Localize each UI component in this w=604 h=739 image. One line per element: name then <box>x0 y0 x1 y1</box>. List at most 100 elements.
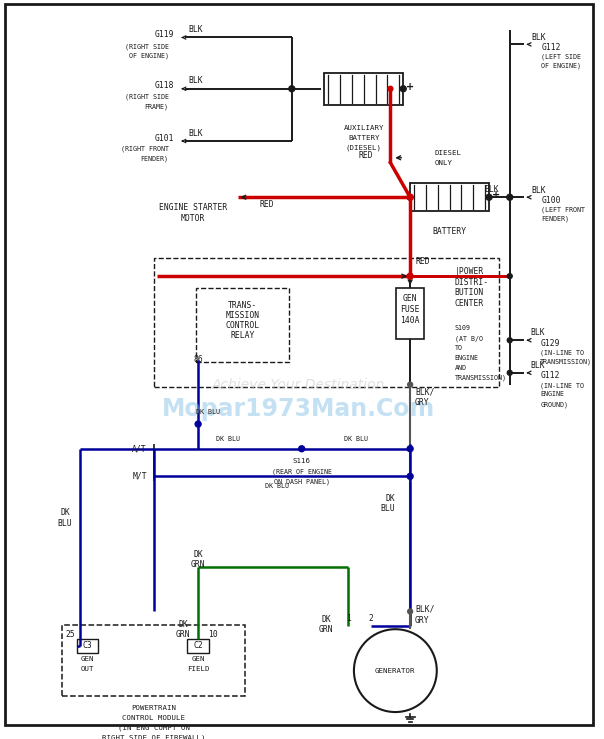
Bar <box>396 288 424 339</box>
Text: AND: AND <box>455 365 466 371</box>
Circle shape <box>289 86 295 92</box>
Circle shape <box>407 194 413 200</box>
Text: S109: S109 <box>455 325 471 331</box>
Text: TRANSMISSION): TRANSMISSION) <box>455 375 507 381</box>
Text: GRN: GRN <box>319 624 333 634</box>
Text: MOTOR: MOTOR <box>181 214 205 223</box>
Text: BLK/: BLK/ <box>415 387 434 396</box>
Text: (LEFT FRONT: (LEFT FRONT <box>541 207 585 214</box>
Text: OF ENGINE): OF ENGINE) <box>129 53 169 59</box>
Text: CONTROL: CONTROL <box>225 321 260 330</box>
Text: GRN: GRN <box>191 559 205 568</box>
Circle shape <box>507 370 512 375</box>
Text: GENERATOR: GENERATOR <box>375 667 416 674</box>
Circle shape <box>407 194 413 200</box>
Text: FUSE: FUSE <box>400 305 420 314</box>
Text: 86: 86 <box>193 355 203 364</box>
Circle shape <box>507 194 513 200</box>
Circle shape <box>388 86 393 91</box>
Text: GRY: GRY <box>415 616 429 625</box>
Text: (DIESEL): (DIESEL) <box>346 145 382 151</box>
Text: (AT B/O: (AT B/O <box>455 335 483 341</box>
Text: RIGHT SIDE OF FIREWALL): RIGHT SIDE OF FIREWALL) <box>102 735 205 739</box>
Text: CONTROL MODULE: CONTROL MODULE <box>122 715 185 721</box>
Text: BLK: BLK <box>530 361 545 370</box>
Text: DK BLU: DK BLU <box>216 436 240 442</box>
Circle shape <box>507 273 512 279</box>
Text: RED: RED <box>415 257 429 266</box>
Text: (IN ENG COMPT ON: (IN ENG COMPT ON <box>118 724 190 731</box>
Text: DK: DK <box>60 508 70 517</box>
Text: TO: TO <box>455 345 463 351</box>
Text: BLU: BLU <box>381 505 396 514</box>
Text: ONLY: ONLY <box>435 160 453 166</box>
Text: GROUND): GROUND) <box>541 401 568 408</box>
Bar <box>154 259 499 386</box>
Text: FIELD: FIELD <box>187 666 210 672</box>
Text: ENGINE STARTER: ENGINE STARTER <box>159 202 227 211</box>
Text: GEN: GEN <box>403 294 417 303</box>
Text: DK: DK <box>385 494 396 503</box>
Text: DK: DK <box>321 615 331 624</box>
Text: GEN: GEN <box>81 655 94 662</box>
Bar <box>187 639 209 653</box>
Text: C2: C2 <box>193 641 203 650</box>
Text: DIESEL: DIESEL <box>435 150 462 156</box>
Text: DK BLU: DK BLU <box>196 409 220 415</box>
Circle shape <box>299 446 304 452</box>
Text: FRAME): FRAME) <box>144 103 169 110</box>
Circle shape <box>407 474 413 480</box>
Text: OUT: OUT <box>81 666 94 672</box>
Text: (IN-LINE TO: (IN-LINE TO <box>541 382 584 389</box>
Text: +: + <box>492 190 500 200</box>
Text: A/T: A/T <box>132 444 147 453</box>
Text: DK BLU: DK BLU <box>265 483 289 489</box>
Text: FENDER): FENDER) <box>541 216 570 222</box>
Text: BLU: BLU <box>57 520 72 528</box>
Text: DK BLU: DK BLU <box>344 436 368 442</box>
Text: BLK: BLK <box>484 185 499 194</box>
Text: TRANSMISSION): TRANSMISSION) <box>541 358 593 365</box>
Text: G100: G100 <box>541 196 561 205</box>
Text: S116: S116 <box>293 457 310 463</box>
Text: +: + <box>406 82 414 92</box>
Text: G112: G112 <box>541 43 561 52</box>
Text: BLK: BLK <box>189 25 204 34</box>
Text: BLK: BLK <box>532 33 546 42</box>
Circle shape <box>195 421 201 427</box>
Text: CENTER: CENTER <box>455 299 484 308</box>
Circle shape <box>507 195 512 200</box>
Text: TRANS-: TRANS- <box>228 302 257 310</box>
Text: (IN-LINE TO: (IN-LINE TO <box>541 350 584 356</box>
Text: G101: G101 <box>155 134 175 143</box>
Text: (REAR OF ENGINE: (REAR OF ENGINE <box>272 469 332 474</box>
Text: G112: G112 <box>541 371 560 381</box>
Text: BLK: BLK <box>189 129 204 137</box>
Text: RED: RED <box>358 151 373 160</box>
Bar <box>77 639 98 653</box>
Text: RELAY: RELAY <box>230 331 255 340</box>
Text: (RIGHT FRONT: (RIGHT FRONT <box>121 146 169 152</box>
Circle shape <box>407 446 413 452</box>
Bar <box>324 73 403 104</box>
Text: BLK: BLK <box>189 76 204 86</box>
Text: GRN: GRN <box>176 630 191 638</box>
Circle shape <box>407 273 413 279</box>
Text: POWERTRAIN: POWERTRAIN <box>131 705 176 711</box>
Text: BUTION: BUTION <box>455 288 484 297</box>
Text: (LEFT SIDE: (LEFT SIDE <box>541 54 581 61</box>
Text: M/T: M/T <box>132 471 147 481</box>
Text: MISSION: MISSION <box>225 311 260 320</box>
Text: FENDER): FENDER) <box>141 155 169 162</box>
Text: BATTERY: BATTERY <box>348 135 379 141</box>
Text: 10: 10 <box>208 630 218 638</box>
Text: ENGINE: ENGINE <box>541 392 564 398</box>
Text: 2: 2 <box>368 614 373 623</box>
Bar <box>196 288 289 362</box>
Text: G118: G118 <box>155 81 175 90</box>
Circle shape <box>408 609 413 614</box>
Text: BLK/: BLK/ <box>415 605 434 614</box>
Text: C3: C3 <box>83 641 92 650</box>
Text: DK: DK <box>178 620 188 629</box>
Text: G119: G119 <box>155 30 175 39</box>
